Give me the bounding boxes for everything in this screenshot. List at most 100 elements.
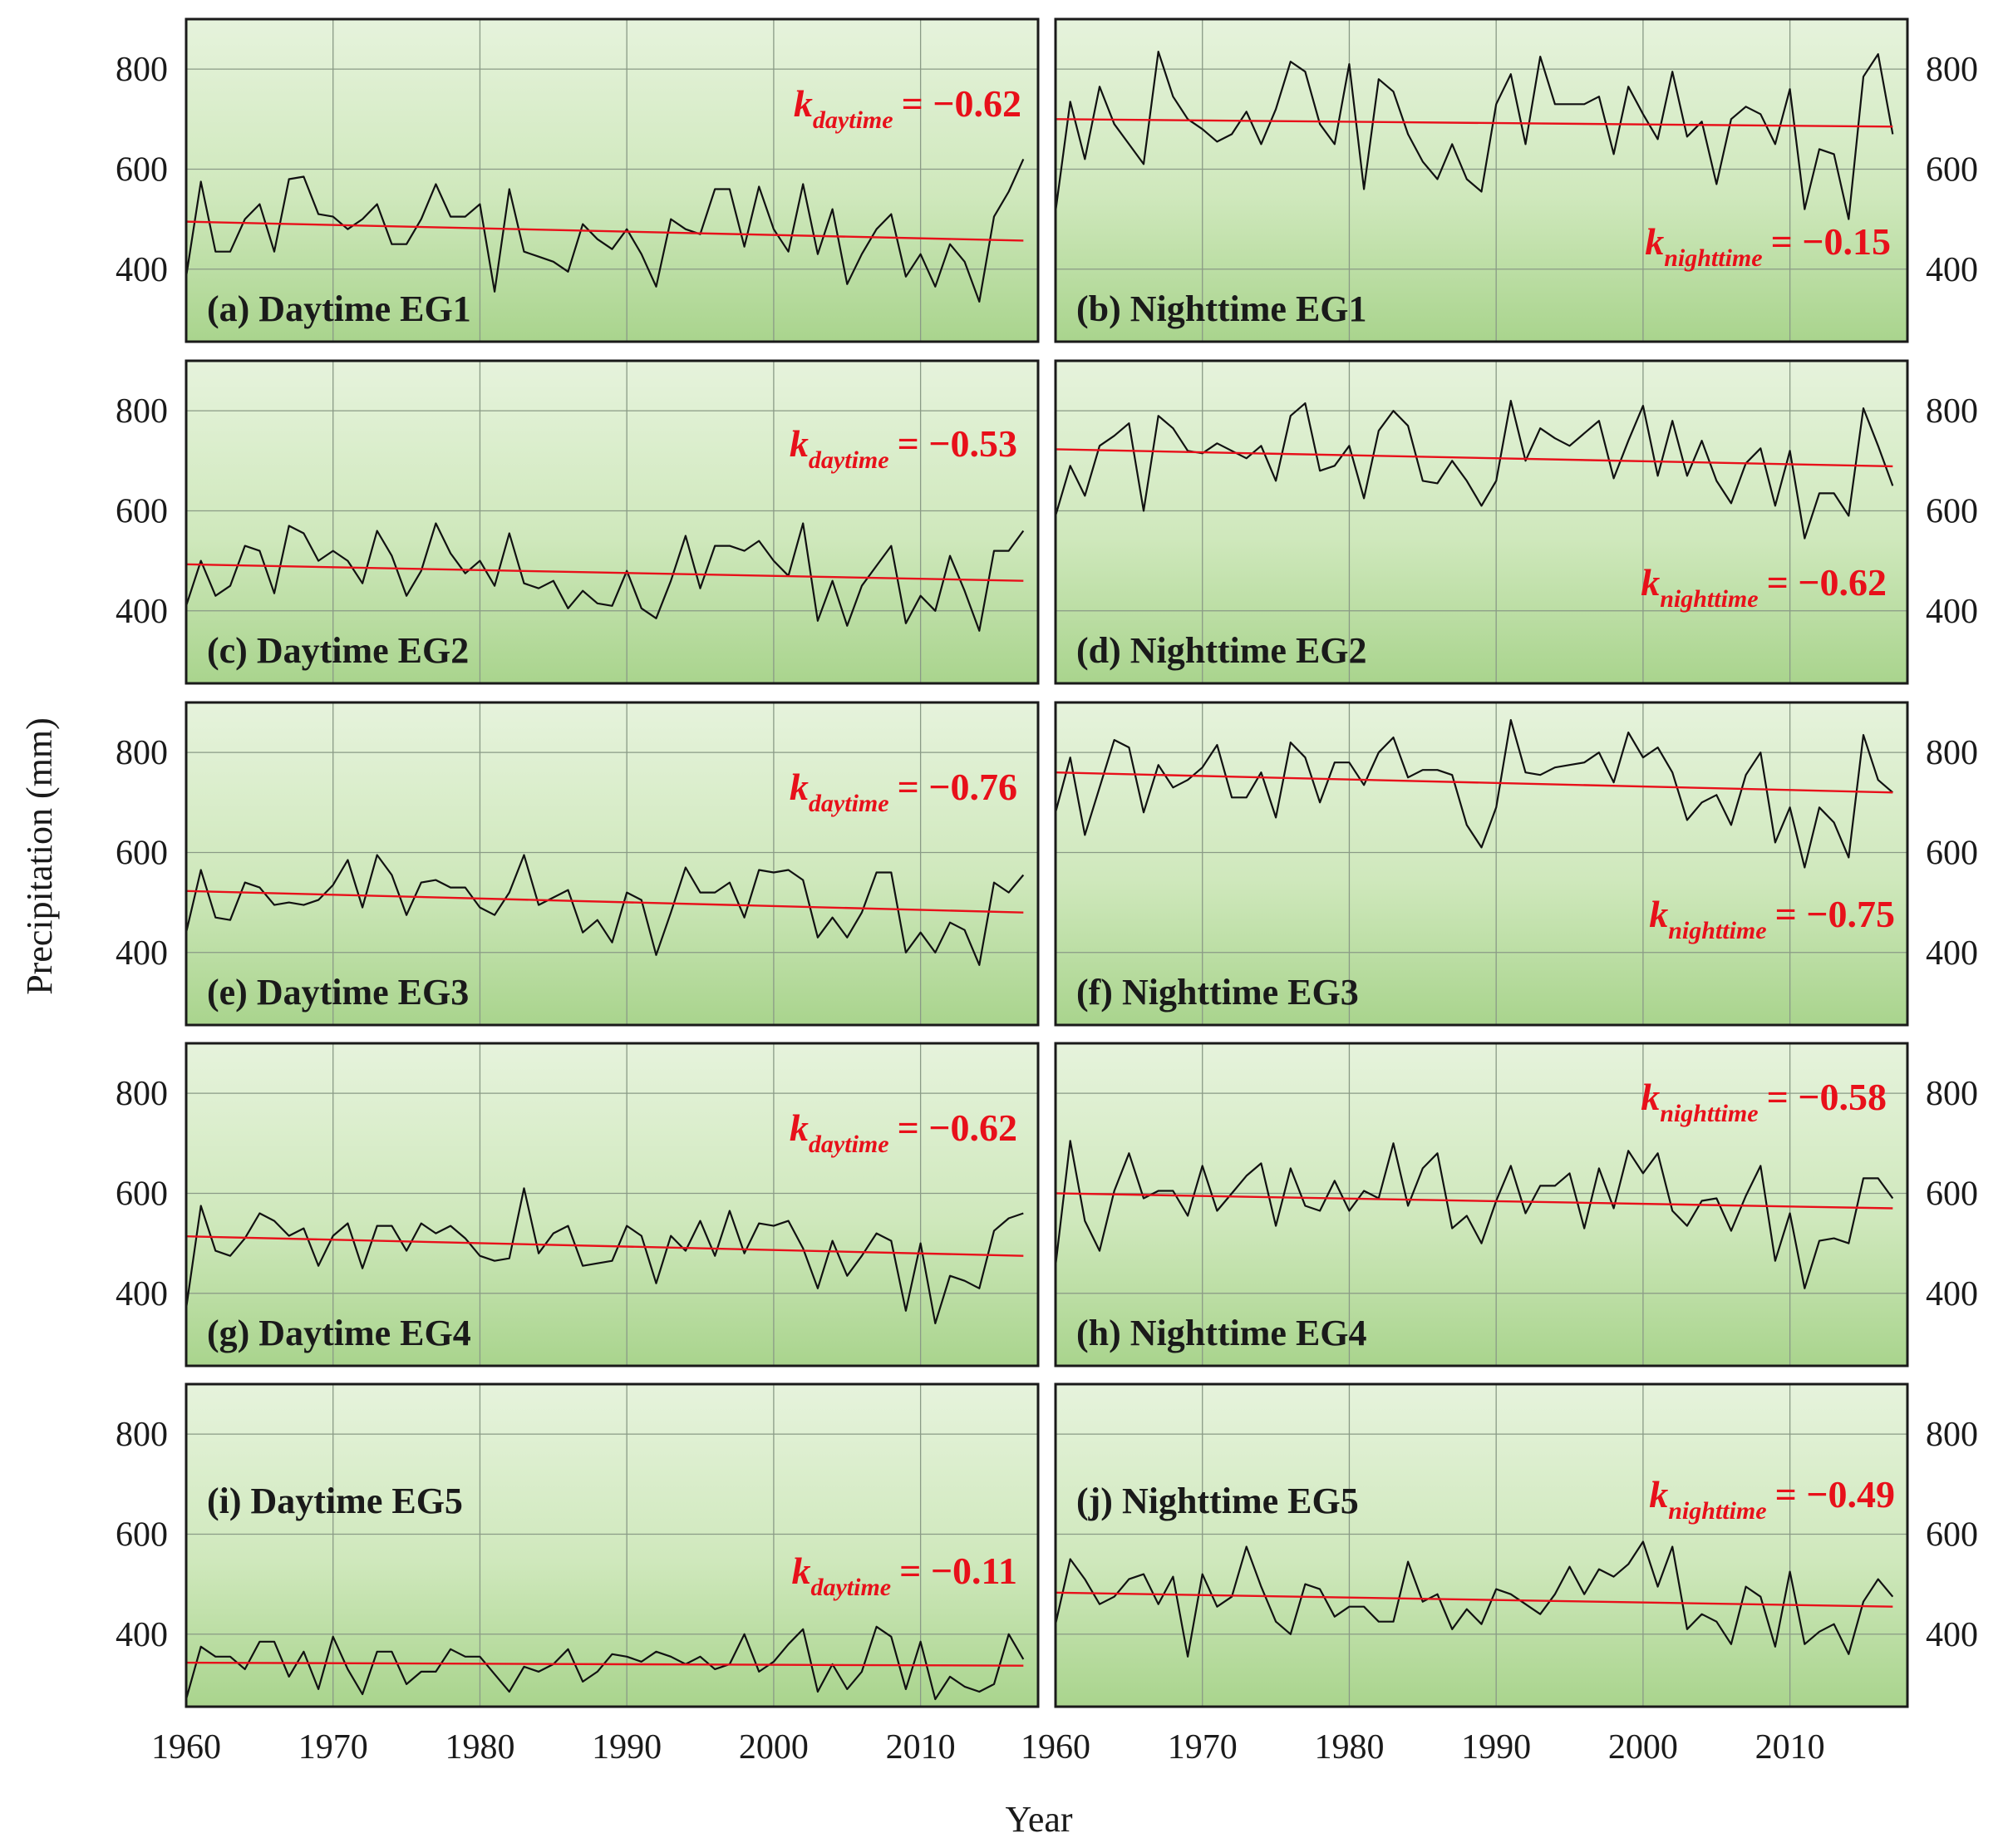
trend-line xyxy=(185,1661,1024,1667)
y-tick-label: 800 xyxy=(116,1075,168,1113)
x-tick-label: 1960 xyxy=(1021,1728,1090,1767)
y-tick-label: 600 xyxy=(116,1515,168,1554)
panel-frame xyxy=(1054,1042,1909,1368)
y-tick-label: 400 xyxy=(1926,1275,1978,1313)
trend-line xyxy=(1055,1591,1893,1608)
panel-background xyxy=(1056,361,1907,683)
panel-background xyxy=(186,1043,1038,1366)
y-tick-label: 400 xyxy=(116,1616,168,1654)
panel-a: 400 600 800 (a) Daytime EG1 kdaytime = −0.62 xyxy=(116,17,1040,343)
panel-i: 400 600 800 1960 1970 1980 1990 2000 2010 (i) Day… xyxy=(116,1382,1040,1767)
y-tick-label: 400 xyxy=(116,593,168,631)
trend-line xyxy=(1055,448,1893,468)
y-tick-label: 600 xyxy=(1926,150,1978,189)
panel-label: (g) Daytime EG4 xyxy=(207,1313,471,1353)
x-tick-label: 1980 xyxy=(445,1728,514,1767)
panel-frame xyxy=(185,1382,1040,1708)
trend-slope-annotation: kdaytime = −0.62 xyxy=(790,1106,1017,1158)
trend-line xyxy=(1055,771,1893,794)
panel-j: 400 600 800 1960 1970 1980 1990 2000 2010 (j) Nig… xyxy=(1021,1382,1978,1767)
panel-frame xyxy=(1054,701,1909,1027)
trend-line xyxy=(1055,118,1893,128)
y-tick-label: 800 xyxy=(116,1416,168,1454)
panel-g: 400 600 800 (g) Daytime EG4 kdaytime = −0.62 xyxy=(116,1042,1040,1368)
x-tick-label: 1970 xyxy=(1168,1728,1238,1767)
series-line xyxy=(185,522,1025,632)
panel-background xyxy=(186,1384,1038,1707)
y-tick-label: 800 xyxy=(1926,51,1978,89)
trend-line xyxy=(185,220,1024,242)
panel-frame xyxy=(1054,359,1909,685)
panel-background xyxy=(186,19,1038,342)
y-tick-label: 600 xyxy=(1926,1515,1978,1554)
trend-slope-annotation: knighttime = −0.62 xyxy=(1641,561,1887,613)
x-tick-label: 2000 xyxy=(1608,1728,1678,1767)
y-tick-label: 600 xyxy=(116,834,168,872)
trend-slope-annotation: kdaytime = −0.62 xyxy=(794,82,1021,134)
trend-line xyxy=(185,890,1024,914)
panel-label: (i) Daytime EG5 xyxy=(207,1481,463,1521)
panel-background xyxy=(1056,1384,1907,1707)
series-line xyxy=(1054,50,1894,220)
panel-frame xyxy=(185,359,1040,685)
trend-line xyxy=(185,1234,1024,1257)
panel-f: 400 600 800 (f) Nighttime EG3 knighttime = −0… xyxy=(1054,701,1978,1027)
panel-label: (c) Daytime EG2 xyxy=(207,630,469,671)
x-tick-label: 2000 xyxy=(739,1728,809,1767)
panel-background xyxy=(1056,702,1907,1025)
y-axis-label: Precipitation (mm) xyxy=(19,717,60,995)
y-tick-label: 400 xyxy=(116,934,168,973)
panel-label: (h) Nighttime EG4 xyxy=(1076,1313,1367,1353)
panel-background xyxy=(186,702,1038,1025)
y-tick-label: 400 xyxy=(116,1275,168,1313)
x-tick-label: 2010 xyxy=(1755,1728,1825,1767)
series-line xyxy=(1054,1140,1894,1289)
panel-frame xyxy=(185,1042,1040,1368)
y-tick-label: 400 xyxy=(1926,934,1978,973)
series-line xyxy=(1054,718,1894,869)
x-tick-label: 1990 xyxy=(1461,1728,1531,1767)
panel-frame xyxy=(1054,17,1909,343)
y-tick-label: 800 xyxy=(116,392,168,431)
x-tick-label: 1960 xyxy=(151,1728,221,1767)
series-line xyxy=(185,854,1025,966)
y-tick-label: 600 xyxy=(1926,834,1978,872)
panel-c: 400 600 800 (c) Daytime EG2 kdaytime = −0.53 xyxy=(116,359,1040,685)
y-tick-label: 600 xyxy=(116,150,168,189)
y-tick-label: 400 xyxy=(1926,1616,1978,1654)
panel-background xyxy=(186,361,1038,683)
y-tick-label: 800 xyxy=(1926,734,1978,772)
y-tick-label: 600 xyxy=(1926,1175,1978,1213)
trend-slope-annotation: knighttime = −0.49 xyxy=(1649,1473,1895,1525)
panel-label: (j) Nighttime EG5 xyxy=(1076,1481,1359,1521)
y-tick-label: 800 xyxy=(116,51,168,89)
series-line xyxy=(185,1187,1024,1325)
trend-slope-annotation: knighttime = −0.75 xyxy=(1649,893,1895,944)
panel-background xyxy=(1056,1043,1907,1366)
x-tick-label: 1990 xyxy=(592,1728,662,1767)
y-tick-label: 400 xyxy=(1926,593,1978,631)
series-line xyxy=(1054,1540,1894,1658)
y-tick-label: 600 xyxy=(116,492,168,530)
x-tick-label: 2010 xyxy=(886,1728,956,1767)
panel-background xyxy=(1056,19,1907,342)
panel-h: 400 600 800 (h) Nighttime EG4 knighttime = −0… xyxy=(1054,1042,1978,1368)
trend-slope-annotation: knighttime = −0.58 xyxy=(1641,1076,1887,1127)
y-tick-label: 600 xyxy=(116,1175,168,1213)
series-line xyxy=(185,158,1025,303)
x-tick-label: 1980 xyxy=(1314,1728,1384,1767)
panel-label: (b) Nighttime EG1 xyxy=(1076,288,1367,329)
y-tick-label: 400 xyxy=(1926,251,1978,289)
panel-b: 400 600 800 (b) Nighttime EG1 knighttime = −0… xyxy=(1054,17,1978,343)
trend-slope-annotation: kdaytime = −0.53 xyxy=(790,422,1017,474)
y-tick-label: 800 xyxy=(1926,1416,1978,1454)
panel-frame xyxy=(185,701,1040,1027)
trend-line xyxy=(185,563,1024,582)
panel-d: 400 600 800 (d) Nighttime EG2 knighttime = −0… xyxy=(1054,359,1978,685)
trend-slope-annotation: kdaytime = −0.11 xyxy=(791,1550,1017,1601)
panel-label: (d) Nighttime EG2 xyxy=(1076,630,1367,671)
trend-slope-annotation: knighttime = −0.15 xyxy=(1645,220,1891,272)
panel-label: (f) Nighttime EG3 xyxy=(1076,972,1359,1013)
